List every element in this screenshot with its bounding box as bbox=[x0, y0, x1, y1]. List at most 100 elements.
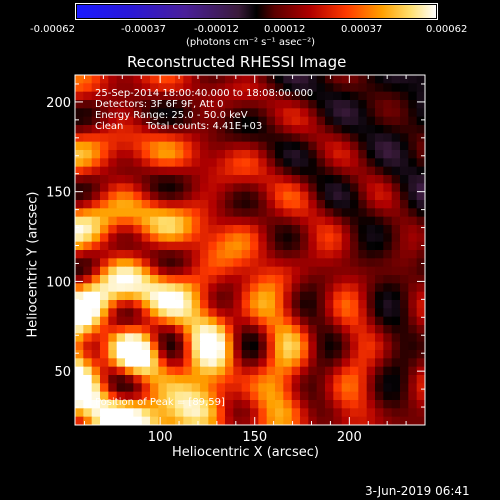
heatmap-cell bbox=[108, 183, 118, 193]
heatmap-cell bbox=[150, 133, 159, 143]
heatmap-cell bbox=[383, 400, 393, 409]
heatmap-cell bbox=[208, 133, 218, 143]
heatmap-cell bbox=[375, 416, 384, 425]
heatmap-cell bbox=[366, 125, 376, 134]
heatmap-cell bbox=[283, 300, 293, 309]
heatmap-cell bbox=[158, 333, 168, 343]
heatmap-cell bbox=[133, 366, 143, 376]
heatmap-cell bbox=[150, 408, 159, 418]
heatmap-cell bbox=[191, 216, 201, 226]
heatmap-cell bbox=[250, 408, 259, 418]
heatmap-cell bbox=[383, 166, 393, 176]
heatmap-cell bbox=[191, 125, 201, 134]
heatmap-cell bbox=[208, 341, 218, 351]
heatmap-cell bbox=[350, 108, 359, 118]
heatmap-cell bbox=[283, 275, 293, 284]
heatmap-cell bbox=[358, 400, 368, 409]
heatmap-cell bbox=[316, 333, 326, 343]
heatmap-cell bbox=[283, 191, 293, 201]
heatmap-cell bbox=[250, 358, 259, 368]
heatmap-cell bbox=[241, 133, 251, 143]
heatmap-cell bbox=[175, 283, 184, 293]
heatmap-cell bbox=[183, 400, 193, 409]
heatmap-cell bbox=[225, 416, 234, 425]
heatmap-cell bbox=[366, 350, 376, 359]
heatmap-cell bbox=[183, 350, 193, 359]
heatmap-cell bbox=[308, 108, 318, 118]
heatmap-cell bbox=[366, 325, 376, 334]
heatmap-cell bbox=[83, 383, 93, 393]
heatmap-cell bbox=[225, 208, 234, 218]
heatmap-cell bbox=[383, 316, 393, 326]
heatmap-cell bbox=[208, 166, 218, 176]
heatmap-cell bbox=[91, 258, 101, 268]
heatmap-cell bbox=[350, 266, 359, 276]
heatmap-cell bbox=[341, 183, 351, 193]
heatmap-cell bbox=[333, 216, 343, 226]
heatmap-cell bbox=[408, 291, 418, 301]
heatmap-cell bbox=[233, 125, 243, 134]
heatmap-cell bbox=[83, 250, 93, 259]
heatmap-cell bbox=[241, 350, 251, 359]
heatmap-cell bbox=[158, 400, 168, 409]
heatmap-cell bbox=[275, 191, 284, 201]
heatmap-cell bbox=[341, 116, 351, 126]
heatmap-cell bbox=[366, 266, 376, 276]
heatmap-cell bbox=[100, 350, 109, 359]
heatmap-cell bbox=[91, 375, 101, 384]
heatmap-cell bbox=[175, 100, 184, 109]
heatmap-cell bbox=[200, 408, 209, 418]
heatmap-cell bbox=[216, 383, 226, 393]
heatmap-cell bbox=[325, 208, 334, 218]
heatmap-cell bbox=[258, 250, 268, 259]
heatmap-cell bbox=[141, 400, 151, 409]
heatmap-cell bbox=[275, 91, 284, 101]
heatmap-cell bbox=[125, 358, 134, 368]
heatmap-cell bbox=[191, 208, 201, 218]
heatmap-cell bbox=[100, 125, 109, 134]
heatmap-cell bbox=[325, 400, 334, 409]
heatmap-cell bbox=[183, 250, 193, 259]
heatmap-cell bbox=[150, 100, 159, 109]
heatmap-cell bbox=[216, 316, 226, 326]
heatmap-cell bbox=[150, 350, 159, 359]
heatmap-cell bbox=[241, 150, 251, 159]
heatmap-cell bbox=[333, 316, 343, 326]
heatmap-cell bbox=[375, 175, 384, 184]
heatmap-cell bbox=[400, 200, 409, 209]
heatmap-cell bbox=[275, 200, 284, 209]
heatmap-cell bbox=[191, 100, 201, 109]
heatmap-cell bbox=[100, 308, 109, 318]
heatmap-cell bbox=[325, 333, 334, 343]
heatmap-cell bbox=[250, 150, 259, 159]
heatmap-cell bbox=[208, 291, 218, 301]
heatmap-cell bbox=[166, 141, 176, 151]
heatmap-cell bbox=[150, 325, 159, 334]
heatmap-cell bbox=[225, 358, 234, 368]
heatmap-cell bbox=[291, 225, 301, 234]
heatmap-cell bbox=[375, 400, 384, 409]
heatmap-cell bbox=[391, 75, 401, 84]
heatmap-cell bbox=[400, 216, 409, 226]
heatmap-cell bbox=[300, 166, 309, 176]
heatmap-cell bbox=[250, 383, 259, 393]
heatmap-cell bbox=[308, 300, 318, 309]
heatmap-cell bbox=[341, 258, 351, 268]
heatmap-cell bbox=[250, 233, 259, 243]
heatmap-cell bbox=[266, 308, 276, 318]
heatmap-cell bbox=[325, 83, 334, 93]
heatmap-cell bbox=[108, 333, 118, 343]
heatmap-cell bbox=[408, 225, 418, 234]
heatmap-cell bbox=[283, 108, 293, 118]
heatmap-cell bbox=[150, 183, 159, 193]
heatmap-cell bbox=[141, 233, 151, 243]
heatmap-cell bbox=[116, 183, 126, 193]
heatmap-cell bbox=[183, 316, 193, 326]
heatmap-cell bbox=[100, 266, 109, 276]
heatmap-cell bbox=[291, 150, 301, 159]
heatmap-cell bbox=[133, 191, 143, 201]
heatmap-cell bbox=[291, 75, 301, 84]
heatmap-cell bbox=[258, 383, 268, 393]
heatmap-cell bbox=[266, 133, 276, 143]
heatmap-cell bbox=[100, 250, 109, 259]
